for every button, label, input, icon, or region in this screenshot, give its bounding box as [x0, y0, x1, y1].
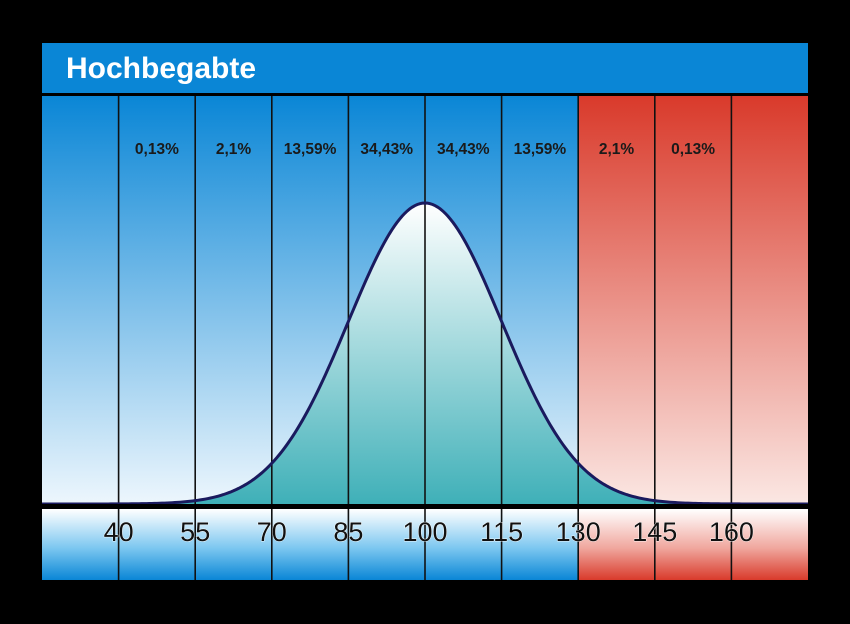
- x-tick-label: 55: [180, 517, 210, 547]
- x-tick-label: 70: [257, 517, 287, 547]
- band-percentage-label: 13,59%: [514, 141, 567, 158]
- title-bar: [42, 43, 808, 93]
- chart-frame: Hochbegabte 0,13% 2,1% 13,59% 34,43% 34,43% 1…: [40, 41, 810, 582]
- band-percentage-label: 0,13%: [671, 141, 715, 158]
- band-percentage-label: 34,43%: [437, 141, 490, 158]
- band-percentage-label: 2,1%: [599, 141, 635, 158]
- curve-line: [42, 201, 808, 506]
- band-percentage-label: 13,59%: [284, 141, 337, 158]
- chart-svg: Hochbegabte 0,13% 2,1% 13,59% 34,43% 34,43% 1…: [42, 43, 808, 580]
- percentage-labels: 0,13% 2,1% 13,59% 34,43% 34,43% 13,59% 2,1% 0,1…: [135, 141, 715, 158]
- axis-separator: [42, 504, 808, 509]
- x-tick-label: 160: [709, 517, 754, 547]
- tick-labels: 40 55 70 85 100 115 130 145 160: [103, 517, 754, 548]
- band-percentage-label: 34,43%: [360, 141, 413, 158]
- axis-strip-red: [578, 509, 808, 580]
- band-percentage-label: 2,1%: [216, 141, 252, 158]
- x-tick-label: 100: [402, 517, 447, 547]
- x-tick-label: 145: [632, 517, 677, 547]
- x-tick-label: 85: [333, 517, 363, 547]
- axis-strip-blue: [42, 509, 579, 580]
- region-red: [578, 96, 808, 506]
- x-tick-label: 115: [480, 517, 523, 547]
- x-tick-label: 40: [104, 517, 134, 547]
- chart-title: Hochbegabte: [66, 52, 256, 85]
- x-tick-label: 130: [556, 517, 601, 547]
- band-percentage-label: 0,13%: [135, 141, 179, 158]
